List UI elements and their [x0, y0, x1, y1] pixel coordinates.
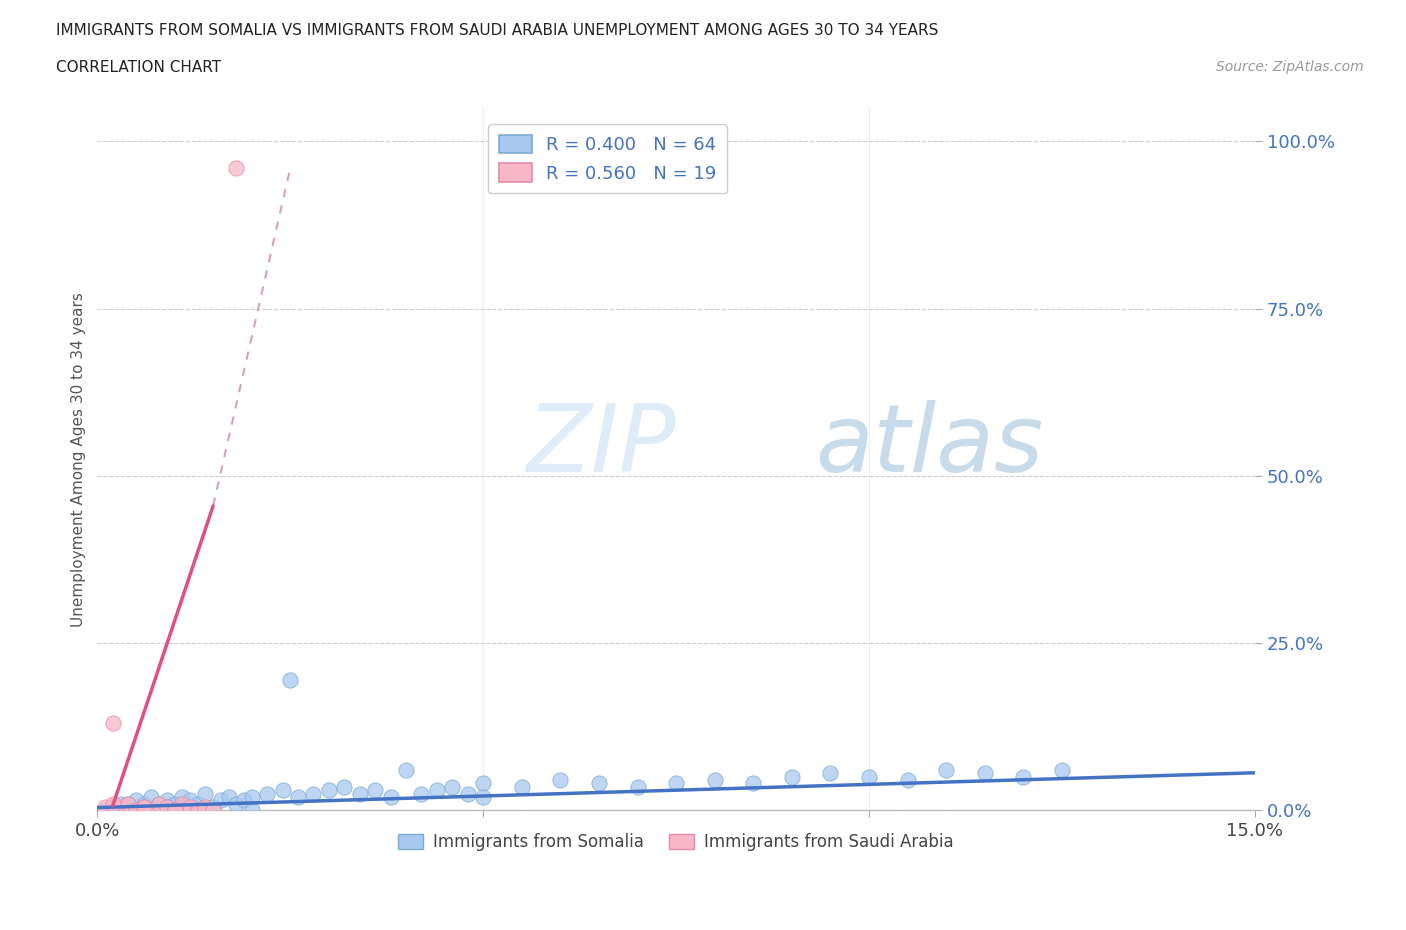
- Point: [132, 800, 155, 815]
- Point: [125, 803, 148, 817]
- Point: [179, 803, 201, 817]
- Point: [117, 800, 139, 815]
- Point: [117, 796, 139, 811]
- Point: [858, 769, 880, 784]
- Point: [364, 783, 387, 798]
- Y-axis label: Unemployment Among Ages 30 to 34 years: Unemployment Among Ages 30 to 34 years: [72, 292, 86, 627]
- Text: atlas: atlas: [815, 400, 1043, 491]
- Point: [973, 766, 995, 781]
- Point: [163, 796, 186, 811]
- Point: [240, 790, 263, 804]
- Point: [141, 790, 163, 804]
- Point: [457, 786, 479, 801]
- Point: [101, 800, 124, 815]
- Point: [441, 779, 464, 794]
- Point: [411, 786, 433, 801]
- Point: [148, 796, 170, 811]
- Text: ZIP: ZIP: [526, 400, 675, 491]
- Point: [187, 803, 209, 817]
- Point: [148, 796, 170, 811]
- Point: [163, 803, 186, 817]
- Point: [209, 792, 232, 807]
- Point: [132, 796, 155, 811]
- Point: [101, 716, 124, 731]
- Point: [179, 792, 201, 807]
- Point: [163, 803, 186, 817]
- Point: [780, 769, 803, 784]
- Point: [302, 786, 325, 801]
- Point: [194, 800, 217, 815]
- Point: [179, 800, 201, 815]
- Point: [626, 779, 648, 794]
- Point: [665, 776, 688, 790]
- Point: [125, 792, 148, 807]
- Text: Source: ZipAtlas.com: Source: ZipAtlas.com: [1216, 60, 1364, 74]
- Point: [472, 790, 495, 804]
- Point: [117, 796, 139, 811]
- Point: [588, 776, 610, 790]
- Point: [148, 800, 170, 815]
- Point: [472, 776, 495, 790]
- Point: [202, 800, 225, 815]
- Point: [426, 783, 449, 798]
- Point: [101, 800, 124, 815]
- Point: [333, 779, 356, 794]
- Point: [820, 766, 842, 781]
- Point: [271, 783, 294, 798]
- Point: [156, 800, 179, 815]
- Point: [156, 792, 179, 807]
- Point: [935, 763, 957, 777]
- Point: [380, 790, 402, 804]
- Point: [110, 803, 132, 817]
- Point: [278, 672, 301, 687]
- Point: [233, 792, 256, 807]
- Point: [110, 796, 132, 811]
- Point: [395, 763, 418, 777]
- Point: [349, 786, 371, 801]
- Point: [110, 800, 132, 815]
- Point: [187, 796, 209, 811]
- Point: [1012, 769, 1035, 784]
- Legend: Immigrants from Somalia, Immigrants from Saudi Arabia: Immigrants from Somalia, Immigrants from…: [392, 827, 960, 858]
- Point: [172, 790, 194, 804]
- Point: [172, 800, 194, 815]
- Point: [742, 776, 765, 790]
- Point: [225, 161, 247, 176]
- Point: [125, 803, 148, 817]
- Point: [141, 803, 163, 817]
- Point: [132, 800, 155, 815]
- Point: [256, 786, 278, 801]
- Point: [240, 803, 263, 817]
- Text: IMMIGRANTS FROM SOMALIA VS IMMIGRANTS FROM SAUDI ARABIA UNEMPLOYMENT AMONG AGES : IMMIGRANTS FROM SOMALIA VS IMMIGRANTS FR…: [56, 23, 939, 38]
- Point: [156, 800, 179, 815]
- Point: [287, 790, 309, 804]
- Point: [163, 803, 186, 817]
- Point: [202, 803, 225, 817]
- Point: [318, 783, 340, 798]
- Point: [172, 796, 194, 811]
- Text: CORRELATION CHART: CORRELATION CHART: [56, 60, 221, 75]
- Point: [94, 803, 117, 817]
- Point: [94, 800, 117, 815]
- Point: [510, 779, 533, 794]
- Point: [225, 796, 247, 811]
- Point: [141, 803, 163, 817]
- Point: [1050, 763, 1073, 777]
- Point: [550, 773, 572, 788]
- Point: [132, 800, 155, 815]
- Point: [218, 790, 240, 804]
- Point: [194, 786, 217, 801]
- Point: [101, 796, 124, 811]
- Point: [703, 773, 725, 788]
- Point: [897, 773, 920, 788]
